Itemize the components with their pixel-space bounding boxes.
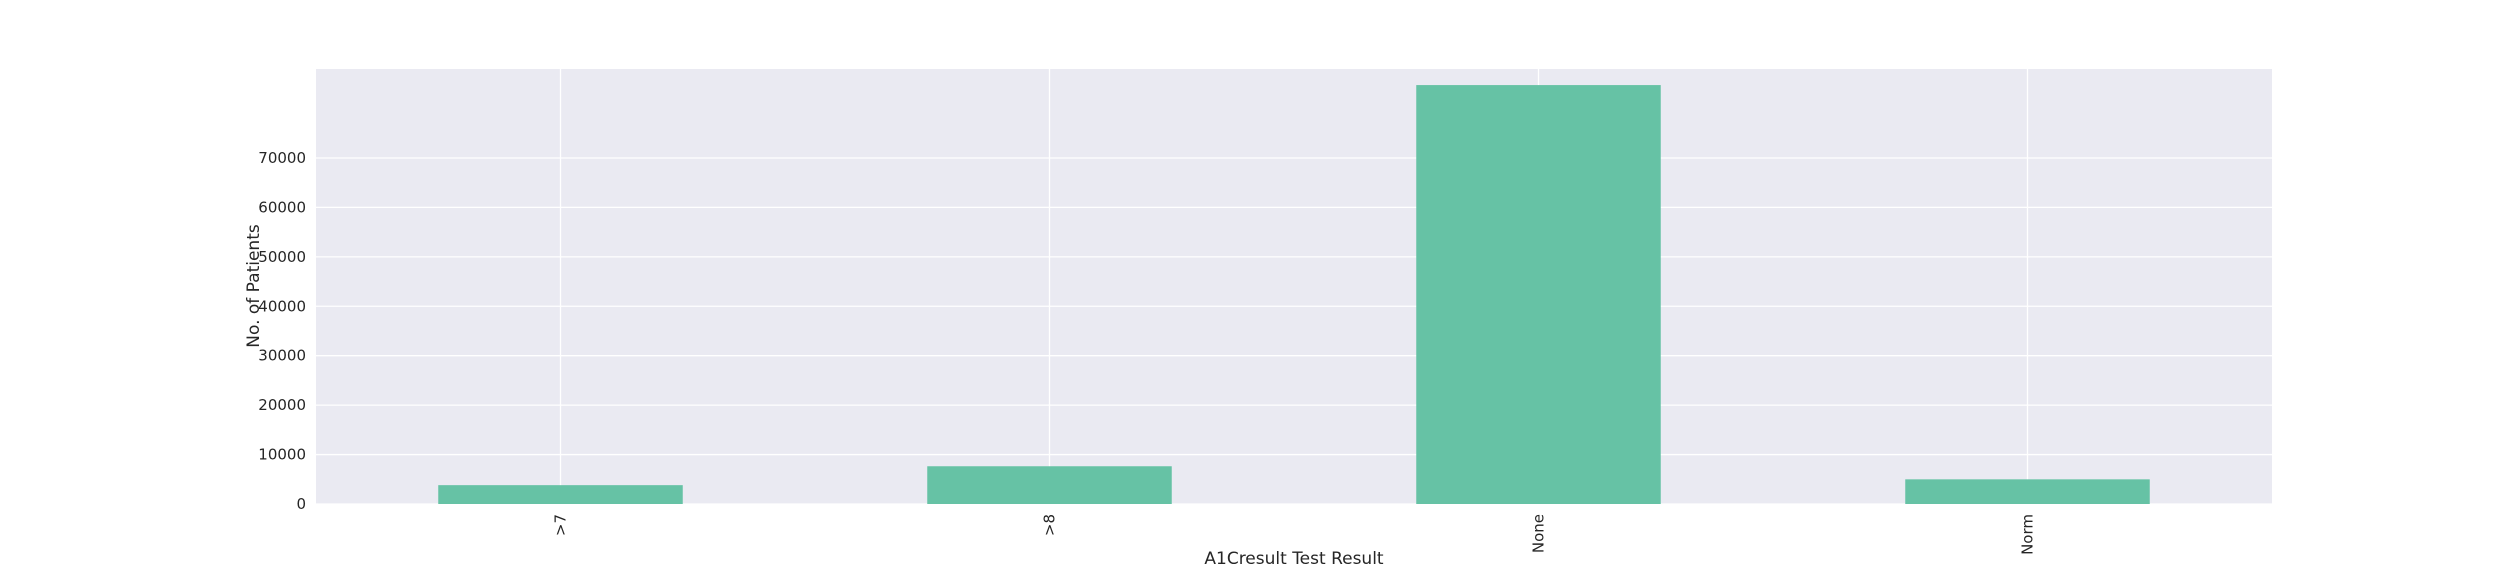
x-axis-label: A1Cresult Test Result <box>1204 549 1384 569</box>
y-tick-label: 10000 <box>258 446 306 464</box>
y-tick-label: 70000 <box>258 149 306 167</box>
x-tick-label: >8 <box>1041 514 1059 536</box>
bars <box>438 85 2150 504</box>
y-axis-ticks: 0 10000 20000 30000 40000 50000 60000 70000 <box>258 149 306 513</box>
x-axis-ticks: >7 >8 None Norm <box>552 514 2037 555</box>
x-tick-label: >7 <box>552 514 570 536</box>
y-tick-label: 40000 <box>258 297 306 315</box>
bar <box>438 485 683 504</box>
bar <box>1905 479 2150 504</box>
bar <box>1416 85 1661 504</box>
y-tick-label: 0 <box>296 495 306 513</box>
y-axis-label: No. of Patients <box>244 224 264 348</box>
y-tick-label: 30000 <box>258 347 306 365</box>
x-tick-label: None <box>1530 514 1548 553</box>
x-tick-label: Norm <box>2019 514 2037 555</box>
bar <box>927 466 1172 504</box>
y-tick-label: 20000 <box>258 396 306 414</box>
y-tick-label: 50000 <box>258 248 306 266</box>
y-tick-label: 60000 <box>258 198 306 216</box>
plot-area <box>316 69 2272 504</box>
